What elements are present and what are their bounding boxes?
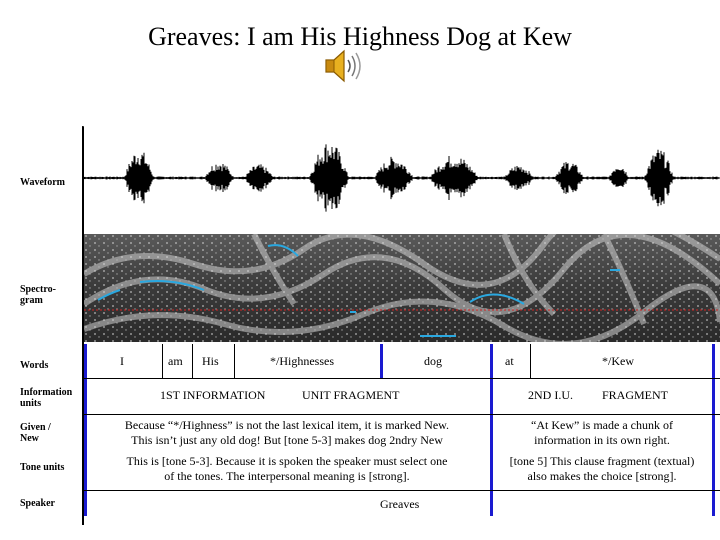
speaker-name: Greaves xyxy=(380,497,420,511)
label-spectrogram: Spectro- gram xyxy=(20,284,56,306)
word-item: am xyxy=(168,354,183,368)
slide-title: Greaves: I am His Highness Dog at Kew xyxy=(148,22,572,51)
waveform-display xyxy=(83,126,720,234)
tone-units-left-line1: This is [tone 5-3]. Because it is spoken… xyxy=(126,454,448,468)
word-item: I xyxy=(120,354,124,368)
word-item: His xyxy=(202,354,219,368)
spectrogram-display xyxy=(84,234,720,342)
divider-bar-right xyxy=(712,344,715,516)
given-new-right: “At Kew” is made a chunk of information … xyxy=(494,418,710,448)
tone-units-right: [tone 5] This clause fragment (textual) … xyxy=(494,454,710,484)
info-unit-1-part-a: 1ST INFORMATION xyxy=(160,388,266,402)
tone-units-left: This is [tone 5-3]. Because it is spoken… xyxy=(88,454,486,484)
info-unit-1-part-b: UNIT FRAGMENT xyxy=(302,388,400,402)
tone-units-right-line2: also makes the choice [strong]. xyxy=(527,469,677,483)
waveform-graphic xyxy=(83,144,720,212)
info-unit-2-part-a: 2ND I.U. xyxy=(528,388,573,402)
info-unit-2-part-b: FRAGMENT xyxy=(602,388,669,402)
divider-bar-left xyxy=(84,344,87,516)
spectrogram-graphic xyxy=(84,234,720,342)
tone-units-left-line2: of the tones. The interpersonal meaning … xyxy=(164,469,410,483)
given-new-left: Because “*/Highness” is not the last lex… xyxy=(88,418,486,448)
word-item: */Highnesses xyxy=(270,354,334,368)
divider-bar-middle xyxy=(490,344,493,516)
label-speaker: Speaker xyxy=(20,498,55,509)
label-waveform: Waveform xyxy=(20,177,65,188)
label-given-new: Given / New xyxy=(20,422,51,444)
given-new-left-line2: This isn’t just any old dog! But [tone 5… xyxy=(131,433,443,447)
speaker-audio-icon[interactable] xyxy=(322,48,366,84)
given-new-right-line2: information in its own right. xyxy=(534,433,670,447)
divider-bar-highnesses xyxy=(380,344,383,378)
label-words: Words xyxy=(20,360,49,371)
word-item: */Kew xyxy=(602,354,634,368)
given-new-right-line1: “At Kew” is made a chunk of xyxy=(531,418,673,432)
label-information-units: Information units xyxy=(20,387,73,409)
word-item: at xyxy=(505,354,514,368)
given-new-left-line1: Because “*/Highness” is not the last lex… xyxy=(124,418,450,432)
label-tone-units: Tone units xyxy=(20,462,65,473)
tone-units-right-line1: [tone 5] This clause fragment (textual) xyxy=(509,454,695,468)
word-item: dog xyxy=(424,354,442,368)
